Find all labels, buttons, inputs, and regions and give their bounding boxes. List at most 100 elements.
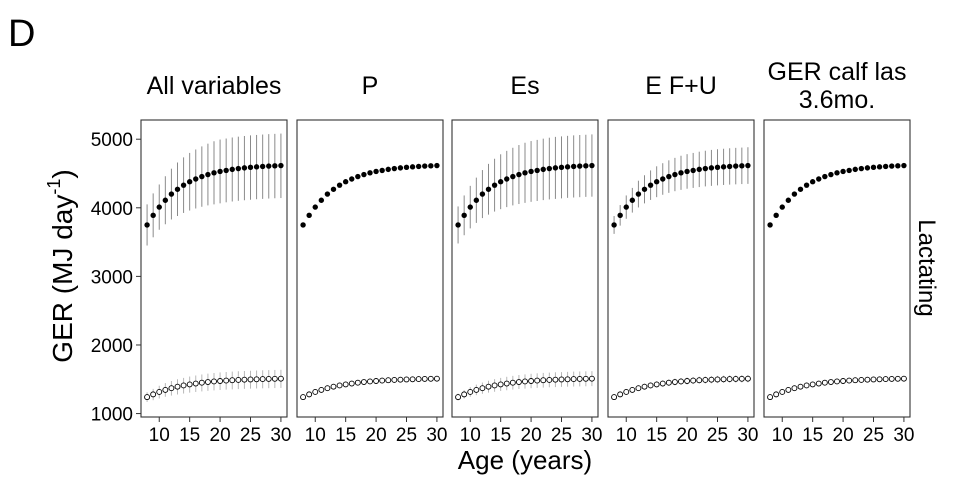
data-point-filled xyxy=(467,204,473,210)
data-point-open xyxy=(540,377,547,384)
data-point-open xyxy=(611,394,618,401)
data-point-open xyxy=(318,386,325,393)
panel-frame xyxy=(763,119,911,418)
data-point-open xyxy=(515,379,522,385)
data-point-filled xyxy=(702,165,709,172)
data-point-filled xyxy=(306,212,312,219)
x-tick-label: 25 xyxy=(396,425,417,446)
data-point-open xyxy=(708,376,715,383)
data-point-open xyxy=(397,376,404,383)
data-point-open xyxy=(588,375,595,382)
data-point-filled xyxy=(156,204,162,210)
data-point-filled xyxy=(546,165,553,172)
data-point-open xyxy=(726,376,733,383)
data-point-open xyxy=(211,378,217,385)
data-point-filled xyxy=(816,176,822,182)
data-point-filled xyxy=(217,168,223,175)
data-point-open xyxy=(564,376,571,383)
data-point-open xyxy=(720,376,727,383)
data-point-filled xyxy=(361,171,367,178)
data-point-open xyxy=(864,376,871,383)
x-tick-label: 20 xyxy=(833,425,854,446)
x-tick-label: 15 xyxy=(646,425,667,446)
data-point-filled xyxy=(330,186,337,192)
data-point-filled xyxy=(726,163,733,170)
data-point-open xyxy=(773,391,780,398)
data-point-open xyxy=(528,378,535,384)
data-point-open xyxy=(300,394,307,401)
data-point-filled xyxy=(779,204,785,210)
data-point-open xyxy=(354,379,361,386)
data-point-open xyxy=(635,385,642,392)
x-tick-label: 20 xyxy=(521,425,542,446)
data-point-filled xyxy=(647,182,654,188)
data-point-filled xyxy=(272,163,278,169)
data-point-filled xyxy=(589,162,595,169)
data-point-open xyxy=(379,377,386,384)
data-point-open xyxy=(409,376,416,383)
data-point-filled xyxy=(623,204,629,210)
data-point-filled xyxy=(278,162,284,169)
data-point-open xyxy=(617,391,624,398)
data-point-open xyxy=(744,375,751,382)
y-tick-label: 4000 xyxy=(91,199,133,220)
data-point-open xyxy=(391,377,398,383)
data-point-open xyxy=(247,376,254,383)
data-point-open xyxy=(665,379,672,386)
data-point-filled xyxy=(247,164,254,171)
data-point-open xyxy=(894,375,901,382)
data-point-filled xyxy=(434,162,440,169)
panel-label: D xyxy=(8,13,35,55)
data-point-open xyxy=(241,376,248,383)
data-point-open xyxy=(473,386,480,393)
data-point-filled xyxy=(150,212,156,219)
data-point-filled xyxy=(199,173,205,180)
x-tick-label: 25 xyxy=(551,425,572,446)
facet-title: All variables xyxy=(147,72,282,100)
data-point-filled xyxy=(540,166,546,173)
data-point-filled xyxy=(168,191,175,197)
y-tick-label: 5000 xyxy=(91,130,133,151)
data-point-filled xyxy=(785,197,792,203)
data-point-open xyxy=(558,376,565,383)
x-tick-label: 30 xyxy=(737,425,758,446)
facet-title: 3.6mo. xyxy=(799,86,875,114)
data-point-open xyxy=(840,378,847,384)
data-point-filled xyxy=(162,197,169,203)
x-tick-label: 10 xyxy=(149,425,170,446)
data-point-filled xyxy=(253,164,260,170)
x-tick-label: 15 xyxy=(335,425,356,446)
data-point-open xyxy=(582,375,589,382)
data-point-open xyxy=(180,382,187,389)
data-point-open xyxy=(509,379,516,386)
data-point-filled xyxy=(336,182,343,188)
data-point-filled xyxy=(635,191,642,197)
data-point-open xyxy=(779,389,786,395)
data-point-open xyxy=(259,376,266,383)
data-point-filled xyxy=(485,186,492,192)
data-point-filled xyxy=(174,186,181,192)
data-point-open xyxy=(427,375,434,382)
data-point-filled xyxy=(882,163,889,170)
data-point-filled xyxy=(745,162,751,169)
data-point-open xyxy=(433,375,440,382)
data-point-filled xyxy=(708,165,715,171)
facet-title: P xyxy=(362,72,379,100)
data-point-filled xyxy=(193,176,199,182)
data-point-filled xyxy=(641,186,648,192)
data-point-open xyxy=(198,379,205,386)
data-point-filled xyxy=(876,164,883,170)
data-point-open xyxy=(732,375,739,382)
data-point-filled xyxy=(528,168,534,175)
data-point-open xyxy=(888,375,895,382)
x-tick-label: 25 xyxy=(240,425,261,446)
data-point-open xyxy=(797,383,804,390)
data-point-filled xyxy=(678,170,684,176)
data-point-open xyxy=(791,385,798,392)
x-axis-title: Age (years) xyxy=(458,445,592,475)
data-point-filled xyxy=(846,167,852,174)
data-point-open xyxy=(647,382,654,389)
data-point-filled xyxy=(720,164,727,170)
data-point-filled xyxy=(672,171,678,178)
facet-panel: E F+U 10 15 20 25 30 xyxy=(607,72,758,446)
